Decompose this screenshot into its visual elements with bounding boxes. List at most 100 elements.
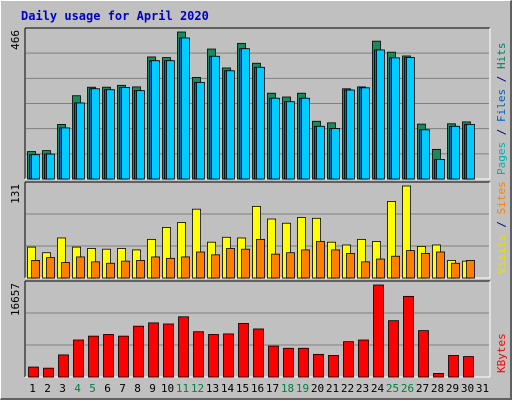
bar-pages-day-2 [46, 153, 55, 180]
legend-entry-files: Files [495, 89, 508, 122]
bar-kbytes-day-20 [313, 353, 324, 378]
bar-pages-day-15 [241, 48, 250, 180]
panel-visits-sites-legend: Visits / Sites [495, 181, 508, 274]
panel-pages-files-hits-max-label: 466 [9, 30, 22, 50]
x-tick-label-day-15: 15 [236, 382, 249, 395]
bar-sites-day-24 [376, 258, 385, 279]
bar-pages-day-12 [196, 82, 205, 180]
bar-sites-day-16 [256, 238, 265, 279]
legend-entry-visits: Visits [495, 234, 508, 274]
x-tick-label-day-24: 24 [371, 382, 385, 395]
bar-pages-day-1 [31, 154, 40, 180]
bar-kbytes-day-24 [373, 284, 384, 378]
bar-kbytes-day-2 [43, 367, 54, 378]
x-tick-label-day-29: 29 [446, 382, 459, 395]
bar-pages-day-19 [301, 97, 310, 180]
x-tick-label-day-16: 16 [251, 382, 264, 395]
bar-kbytes-day-13 [208, 334, 219, 378]
bar-sites-day-29 [451, 262, 460, 279]
legend-entry-pages: Pages [495, 142, 508, 175]
bar-sites-day-22 [346, 253, 355, 279]
x-tick-label-day-19: 19 [296, 382, 309, 395]
x-tick-label-day-25: 25 [386, 382, 399, 395]
bar-sites-day-17 [271, 253, 280, 279]
bar-sites-day-18 [286, 252, 295, 279]
x-tick-label-day-10: 10 [161, 382, 174, 395]
x-tick-label-day-12: 12 [191, 382, 204, 395]
x-tick-label-day-27: 27 [416, 382, 429, 395]
bar-kbytes-day-12 [193, 331, 204, 378]
bar-kbytes-day-6 [103, 334, 114, 378]
bar-sites-day-5 [91, 261, 100, 279]
bar-pages-day-5 [91, 88, 100, 180]
bar-kbytes-day-10 [163, 323, 174, 378]
bar-kbytes-day-9 [148, 322, 159, 378]
bar-kbytes-day-18 [283, 347, 294, 378]
bar-kbytes-day-1 [28, 366, 39, 378]
legend-entry-kbytes: KBytes [495, 333, 508, 373]
x-tick-label-day-22: 22 [341, 382, 354, 395]
bar-kbytes-day-22 [343, 341, 354, 378]
bar-pages-day-6 [106, 89, 115, 180]
x-tick-label-day-17: 17 [266, 382, 279, 395]
bar-pages-day-29 [451, 125, 460, 180]
bar-sites-day-30 [466, 260, 475, 279]
x-tick-label-day-6: 6 [104, 382, 111, 395]
legend-entry-/: / [495, 69, 508, 89]
bar-pages-day-3 [61, 127, 70, 180]
panel-visits-sites-max-label: 131 [9, 184, 22, 204]
bar-kbytes-day-11 [178, 316, 189, 378]
x-tick-label-day-2: 2 [44, 382, 51, 395]
bar-sites-day-6 [106, 262, 115, 279]
bar-sites-day-3 [61, 262, 70, 279]
bar-sites-day-1 [31, 260, 40, 279]
panel-kbytes-legend: KBytes [495, 333, 508, 373]
bar-sites-day-27 [421, 253, 430, 279]
x-tick-label-day-23: 23 [356, 382, 369, 395]
bar-kbytes-day-8 [133, 325, 144, 378]
bar-sites-day-8 [136, 260, 145, 279]
bar-sites-day-13 [211, 254, 220, 279]
panel-kbytes-max-label: 16657 [9, 283, 22, 316]
x-tick-label-day-30: 30 [461, 382, 474, 395]
x-tick-label-day-14: 14 [221, 382, 235, 395]
x-tick-label-day-4: 4 [74, 382, 81, 395]
bar-pages-day-21 [331, 128, 340, 180]
bar-sites-day-14 [226, 248, 235, 279]
bar-pages-day-22 [346, 89, 355, 180]
bar-pages-day-11 [181, 37, 190, 180]
x-tick-label-day-7: 7 [119, 382, 126, 395]
bar-pages-day-27 [421, 129, 430, 180]
bar-kbytes-day-14 [223, 333, 234, 378]
bar-kbytes-day-3 [58, 354, 69, 378]
x-tick-label-day-26: 26 [401, 382, 414, 395]
bar-sites-day-12 [196, 251, 205, 279]
bar-pages-day-7 [121, 87, 130, 180]
x-tick-label-day-11: 11 [176, 382, 189, 395]
bar-pages-day-18 [286, 101, 295, 180]
x-tick-label-day-18: 18 [281, 382, 294, 395]
bar-pages-day-10 [166, 60, 175, 180]
legend-entry-sites: Sites [495, 181, 508, 214]
bar-kbytes-day-27 [418, 330, 429, 378]
bar-sites-day-4 [76, 256, 85, 279]
bar-kbytes-day-7 [118, 335, 129, 378]
bar-sites-day-2 [46, 257, 55, 279]
bar-sites-day-19 [301, 249, 310, 279]
x-tick-label-day-21: 21 [326, 382, 339, 395]
bar-kbytes-day-23 [358, 339, 369, 378]
legend-entry-/: / [495, 214, 508, 234]
x-tick-label-day-5: 5 [89, 382, 96, 395]
bar-kbytes-day-4 [73, 339, 84, 378]
legend-entry-/: / [495, 122, 508, 142]
bar-kbytes-day-26 [403, 295, 414, 378]
bar-pages-day-26 [406, 57, 415, 180]
bar-pages-day-20 [316, 125, 325, 180]
bar-kbytes-day-17 [268, 345, 279, 378]
bar-pages-day-25 [391, 57, 400, 180]
panel-pages-files-hits-legend: Pages / Files / Hits [495, 43, 508, 176]
bar-pages-day-28 [436, 159, 445, 180]
bar-pages-day-16 [256, 66, 265, 180]
